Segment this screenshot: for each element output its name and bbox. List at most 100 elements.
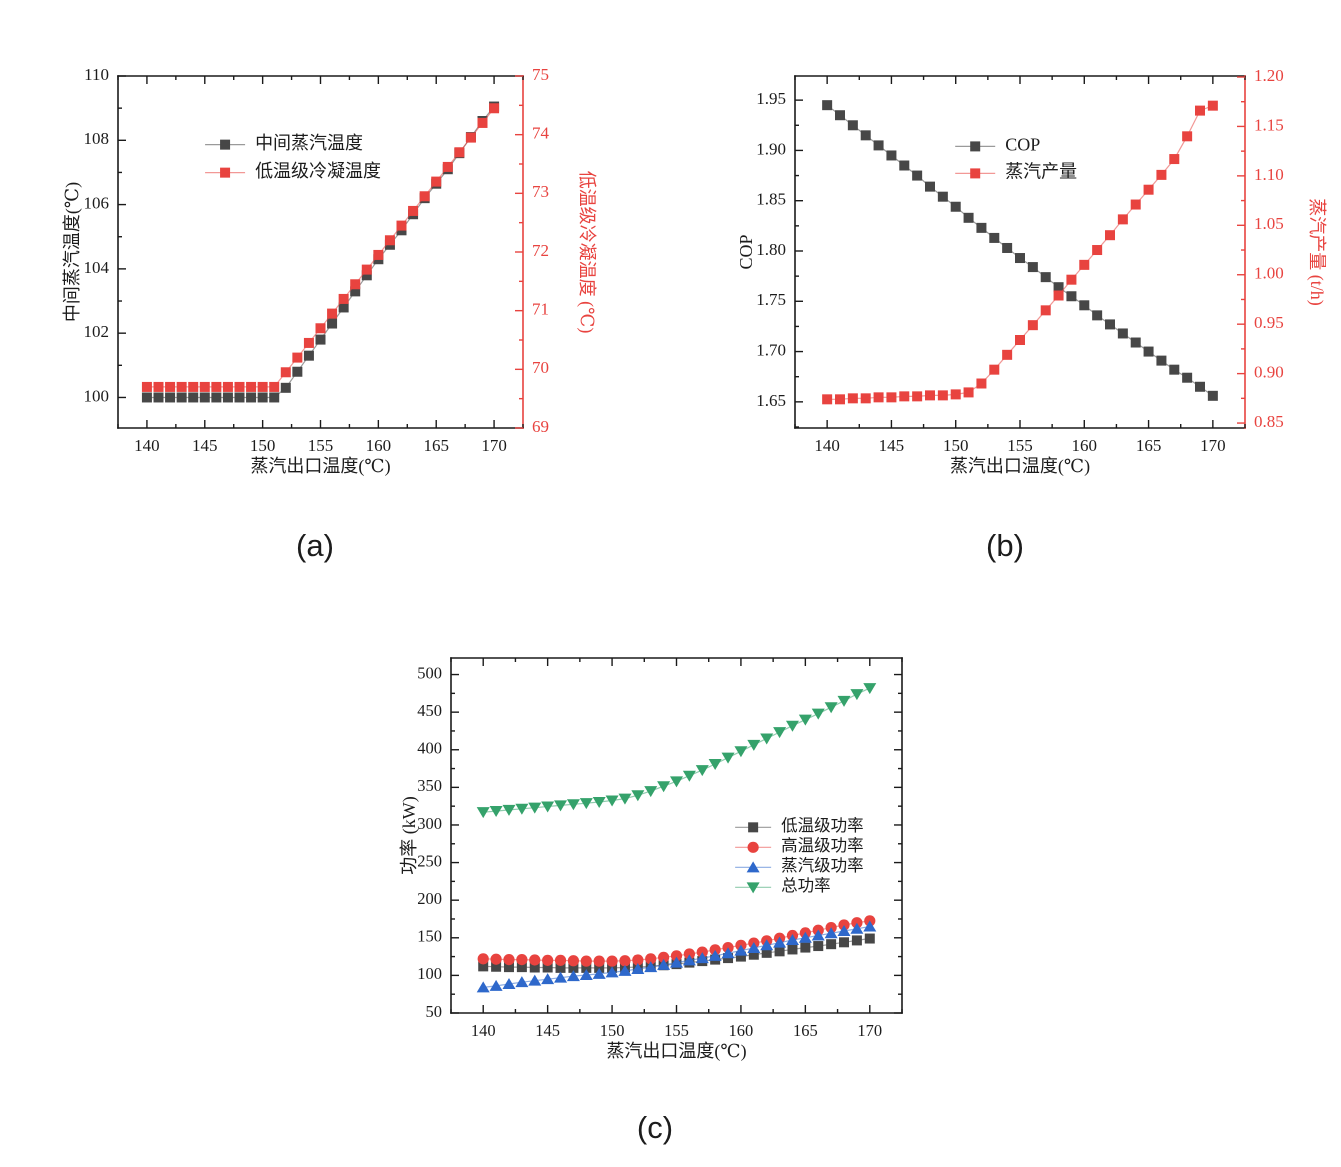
chart-a-x-axis-title: 蒸汽出口温度(℃) (250, 456, 390, 477)
chart-c-legend-label-2: 蒸汽级功率 (781, 856, 864, 875)
chart-c-series-2 (476, 920, 877, 993)
caption-b: (b) (986, 528, 1024, 563)
chart-a-series-1 (141, 103, 500, 392)
svg-text:100: 100 (417, 964, 442, 983)
caption-c: (c) (636, 1110, 674, 1145)
chart-c-legend-label-3: 总功率 (781, 876, 831, 895)
svg-text:1.90: 1.90 (756, 139, 786, 158)
svg-text:69: 69 (532, 417, 549, 436)
chart-b-series-1 (822, 100, 1218, 405)
chart-c-ticks (450, 658, 903, 1014)
svg-text:170: 170 (481, 436, 507, 455)
svg-text:100: 100 (84, 386, 110, 405)
svg-text:140: 140 (471, 1021, 496, 1040)
svg-text:1.75: 1.75 (756, 290, 786, 309)
svg-text:150: 150 (943, 436, 969, 455)
svg-text:155: 155 (308, 436, 334, 455)
chart-a-svg: 140 145 150 155 160 165 170 100 102 104 106 108 110 6… (62, 65, 597, 477)
svg-text:250: 250 (417, 851, 442, 870)
chart-a-axis-titles: 中间蒸汽温度(℃) 低温级冷凝温度 (℃) 蒸汽出口温度(℃) (62, 171, 597, 477)
svg-text:1.70: 1.70 (756, 340, 786, 359)
chart-a-legend-label-0: 中间蒸汽温度 (255, 133, 363, 153)
svg-text:160: 160 (729, 1021, 754, 1040)
chart-c-power: 140 145 150 155 160 165 170 50 100 150 200 250 300 35… (395, 628, 955, 1108)
svg-text:140: 140 (814, 436, 840, 455)
svg-text:170: 170 (857, 1021, 882, 1040)
chart-a-right-axis-title: 低温级冷凝温度 (℃) (576, 171, 597, 334)
svg-text:155: 155 (664, 1021, 689, 1040)
svg-text:400: 400 (417, 739, 442, 758)
chart-b-svg: 140 145 150 155 160 165 170 1.65 1.70 1.75 1.80 1.8… (736, 66, 1327, 477)
chart-a-frame (117, 75, 524, 429)
svg-text:1.15: 1.15 (1254, 115, 1284, 134)
svg-text:145: 145 (192, 436, 218, 455)
svg-text:1.10: 1.10 (1254, 165, 1284, 184)
chart-c-axis-titles: 功率 (kW) 蒸汽出口温度(℃) (399, 796, 746, 1062)
svg-text:165: 165 (793, 1021, 818, 1040)
chart-c-legend-label-1: 高温级功率 (781, 836, 864, 855)
svg-text:165: 165 (1136, 436, 1162, 455)
chart-b-axis-titles: COP 蒸汽产量 (t/h) 蒸汽出口温度(℃) (736, 198, 1327, 477)
chart-c-series-3 (476, 683, 877, 819)
chart-c-left-axis-title: 功率 (kW) (399, 796, 420, 874)
chart-b-left-axis-title: COP (736, 234, 756, 269)
chart-b-right-axis-title: 蒸汽产量 (t/h) (1306, 198, 1327, 306)
chart-c-x-axis-title: 蒸汽出口温度(℃) (606, 1041, 746, 1062)
svg-text:160: 160 (366, 436, 392, 455)
chart-a-left-axis-title: 中间蒸汽温度(℃) (62, 182, 83, 322)
svg-text:72: 72 (532, 241, 549, 260)
chart-b-cop-steam-production: 140 145 150 155 160 165 170 1.65 1.70 1.75 1.80 1.8… (715, 35, 1341, 495)
svg-text:145: 145 (535, 1021, 560, 1040)
svg-text:50: 50 (426, 1002, 443, 1021)
chart-b-x-axis-title: 蒸汽出口温度(℃) (950, 456, 1090, 477)
chart-c-tick-labels: 140 145 150 155 160 165 170 50 100 150 200 250 300 35… (417, 663, 882, 1040)
chart-b-frame (794, 75, 1246, 429)
svg-text:1.80: 1.80 (756, 240, 786, 259)
chart-a-intermediate-steam-temperature: 140 145 150 155 160 165 170 100 102 104 106 108 110 6… (55, 35, 625, 495)
chart-a-legend-label-1: 低温级冷凝温度 (255, 161, 381, 181)
svg-text:200: 200 (417, 889, 442, 908)
caption-a: (a) (296, 528, 334, 563)
svg-text:108: 108 (84, 129, 110, 148)
svg-text:145: 145 (879, 436, 905, 455)
svg-text:75: 75 (532, 65, 549, 84)
svg-text:106: 106 (84, 193, 110, 212)
svg-text:1.20: 1.20 (1254, 66, 1284, 85)
svg-text:300: 300 (417, 814, 442, 833)
svg-text:155: 155 (1007, 436, 1033, 455)
svg-text:70: 70 (532, 358, 549, 377)
chart-c-legend-label-0: 低温级功率 (781, 816, 864, 835)
svg-text:150: 150 (417, 927, 442, 946)
chart-b-legend-label-1: 蒸汽产量 (1005, 162, 1077, 182)
svg-text:110: 110 (84, 65, 109, 84)
svg-text:500: 500 (417, 663, 442, 682)
svg-text:71: 71 (532, 300, 549, 319)
svg-text:0.95: 0.95 (1254, 313, 1284, 332)
svg-text:1.00: 1.00 (1254, 264, 1284, 283)
svg-text:450: 450 (417, 701, 442, 720)
svg-text:74: 74 (532, 124, 550, 143)
chart-c-svg: 140 145 150 155 160 165 170 50 100 150 200 250 300 35… (399, 657, 903, 1062)
svg-text:170: 170 (1200, 436, 1226, 455)
svg-text:150: 150 (600, 1021, 625, 1040)
chart-b-legend-label-0: COP (1005, 135, 1040, 155)
chart-b-series-0 (822, 100, 1218, 401)
chart-b-legend: COP 蒸汽产量 (955, 135, 1077, 182)
chart-b-ticks (794, 76, 1246, 428)
svg-text:0.90: 0.90 (1254, 363, 1284, 382)
chart-a-tick-labels: 140 145 150 155 160 165 170 100 102 104 106 108 110 6… (84, 65, 550, 455)
chart-b-tick-labels: 140 145 150 155 160 165 170 1.65 1.70 1.75 1.80 1.8… (756, 66, 1284, 455)
svg-text:160: 160 (1072, 436, 1098, 455)
svg-text:350: 350 (417, 776, 442, 795)
svg-text:0.85: 0.85 (1254, 412, 1284, 431)
svg-text:1.95: 1.95 (756, 89, 786, 108)
svg-text:1.65: 1.65 (756, 391, 786, 410)
svg-text:1.05: 1.05 (1254, 214, 1284, 233)
svg-text:102: 102 (84, 322, 110, 341)
svg-text:73: 73 (532, 182, 549, 201)
chart-a-ticks (117, 75, 524, 429)
svg-text:1.85: 1.85 (756, 190, 786, 209)
